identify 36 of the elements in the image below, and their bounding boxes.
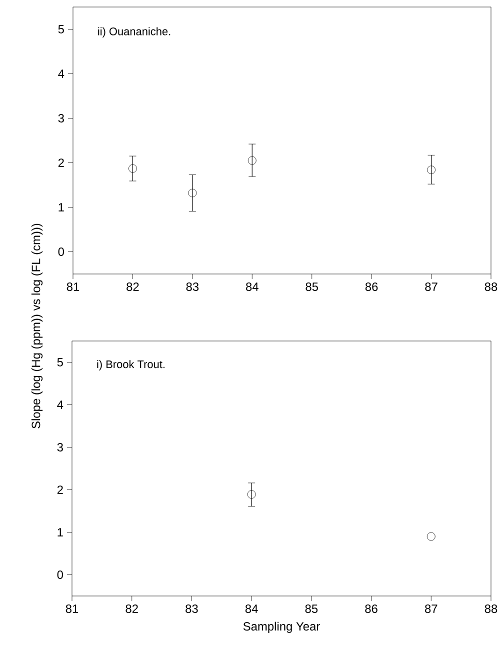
x-tick-label: 82 <box>126 604 138 613</box>
x-tick-label: 81 <box>66 604 78 613</box>
y-tick-label: 2 <box>57 486 63 494</box>
y-tick-label: 4 <box>57 400 64 409</box>
x-axis-title: Sampling Year <box>243 622 320 633</box>
x-tick-label: 85 <box>305 604 318 613</box>
y-tick-label: 4 <box>58 70 64 78</box>
point <box>188 188 197 198</box>
x-tick-label: 81 <box>66 282 80 291</box>
x-tick-label: 83 <box>186 604 198 613</box>
x-tick-label: 82 <box>126 282 139 291</box>
y-tick-label: 1 <box>58 203 64 212</box>
point <box>248 156 256 165</box>
x-tick-label: 88 <box>484 282 498 291</box>
y-axis-title: Slope (log (Hg (ppm)) vs log (FL (cm))) <box>31 224 43 428</box>
x-tick-label: 84 <box>246 282 258 291</box>
x-tick-label: 84 <box>245 604 258 613</box>
x-tick-label: 88 <box>484 604 498 613</box>
text: ii) Ouananiche. <box>98 27 170 38</box>
y-tick-label: 5 <box>57 358 63 366</box>
x-tick-label: 86 <box>365 282 378 291</box>
x-tick-label: 83 <box>186 282 199 291</box>
y-tick-label: 3 <box>58 114 64 122</box>
y-tick-label: 2 <box>58 158 64 167</box>
x-tick-label: 85 <box>306 282 318 291</box>
text: i) Brook Trout. <box>97 360 164 370</box>
x-tick-label: 87 <box>425 282 438 291</box>
y-tick-label: 5 <box>58 25 64 34</box>
y-tick-label: 0 <box>58 248 64 256</box>
x-tick-label: 86 <box>365 604 378 613</box>
y-tick-label: 0 <box>57 570 64 579</box>
point <box>128 164 137 173</box>
y-tick-label: 1 <box>58 528 63 536</box>
point <box>427 166 436 174</box>
y-tick-label: 3 <box>57 443 63 452</box>
x-tick-label: 87 <box>425 604 438 613</box>
